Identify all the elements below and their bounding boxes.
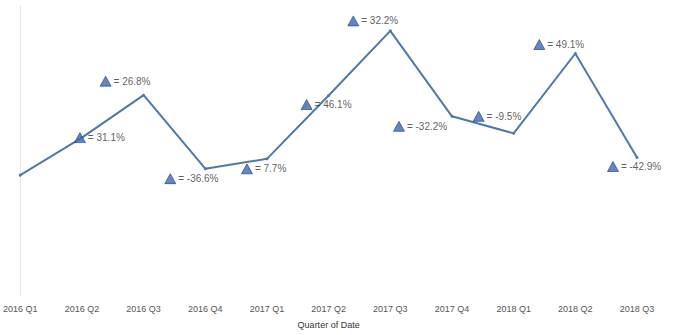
svg-text:= -9.5%: = -9.5%	[487, 111, 522, 122]
svg-text:2016 Q3: 2016 Q3	[126, 304, 161, 314]
svg-text:2016 Q1: 2016 Q1	[3, 304, 38, 314]
svg-text:= 7.7%: = 7.7%	[255, 163, 287, 174]
svg-text:2017 Q4: 2017 Q4	[435, 304, 470, 314]
svg-text:= 31.1%: = 31.1%	[88, 132, 125, 143]
svg-text:Quarter of Date: Quarter of Date	[298, 320, 360, 330]
svg-text:= -42.9%: = -42.9%	[621, 161, 661, 172]
svg-text:= -32.2%: = -32.2%	[407, 121, 447, 132]
svg-text:= 26.8%: = 26.8%	[114, 76, 151, 87]
svg-text:2017 Q2: 2017 Q2	[311, 304, 346, 314]
svg-text:= 46.1%: = 46.1%	[315, 99, 352, 110]
svg-text:2018 Q2: 2018 Q2	[558, 304, 593, 314]
svg-text:2018 Q3: 2018 Q3	[620, 304, 655, 314]
svg-text:2017 Q3: 2017 Q3	[373, 304, 408, 314]
svg-text:2016 Q4: 2016 Q4	[188, 304, 223, 314]
svg-text:= -36.6%: = -36.6%	[178, 173, 218, 184]
svg-text:= 32.2%: = 32.2%	[361, 15, 398, 26]
svg-text:= 49.1%: = 49.1%	[547, 39, 584, 50]
svg-text:2017 Q1: 2017 Q1	[250, 304, 285, 314]
svg-text:2018 Q1: 2018 Q1	[496, 304, 531, 314]
svg-text:2016 Q2: 2016 Q2	[65, 304, 100, 314]
